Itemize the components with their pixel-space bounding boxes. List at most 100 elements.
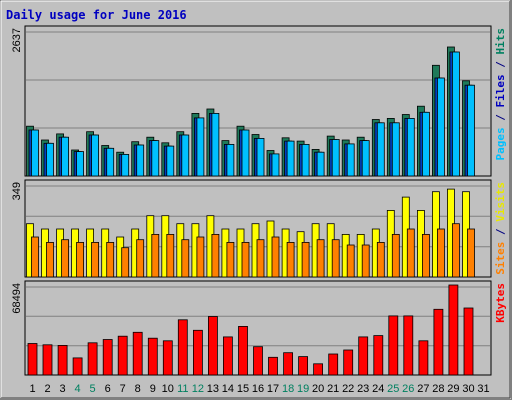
bar-sites-day-20: [316, 239, 325, 278]
bar-pages-day-4: [76, 151, 84, 177]
bar-kbytes-day-6: [102, 339, 113, 376]
bar-kbytes-day-13: [207, 316, 218, 376]
bar-pages-day-20: [316, 151, 325, 177]
bar-kbytes-day-27: [418, 340, 429, 376]
day-label-22: 22: [342, 383, 354, 395]
day-label-16: 16: [252, 383, 264, 395]
bar-kbytes-day-4: [72, 357, 83, 376]
bar-kbytes-day-16: [253, 346, 263, 376]
panel-kbytes: 68494 KBytes: [11, 280, 507, 376]
bar-sites-day-5: [91, 241, 99, 278]
bar-sites-day-13: [211, 233, 220, 278]
bar-kbytes-day-12: [192, 329, 203, 376]
panel-hits-max-tick-label: 2637: [11, 28, 23, 52]
day-label-13: 13: [207, 383, 219, 395]
panel-kbytes-max-tick-label: 68494: [11, 283, 23, 314]
bar-pages-day-3: [61, 136, 69, 177]
bar-kbytes-day-21: [328, 353, 339, 376]
bar-sites-day-28: [436, 228, 445, 278]
bar-pages-day-9: [151, 140, 160, 177]
bar-kbytes-day-25: [388, 315, 399, 376]
bar-kbytes-day-19: [298, 356, 309, 376]
bar-pages-day-30: [467, 84, 475, 177]
bar-kbytes-day-5: [87, 342, 98, 376]
day-label-26: 26: [402, 383, 414, 395]
day-label-5: 5: [90, 383, 96, 395]
day-label-28: 28: [432, 383, 444, 395]
bar-pages-day-10: [166, 145, 175, 177]
day-label-18: 18: [282, 383, 294, 395]
bar-sites-day-14: [226, 241, 235, 278]
x-axis-day-labels: 1 2 3 4 5 6 7 8 9 10 11 12 13 14 15 16 17 18 19 20 21 22 23 24 2…: [29, 383, 489, 395]
chart-title: Daily usage for June 2016: [6, 8, 187, 22]
bar-sites-day-11: [181, 239, 190, 278]
bar-sites-day-2: [46, 241, 54, 278]
day-label-2: 2: [44, 383, 50, 395]
bar-pages-day-8: [136, 144, 145, 177]
day-label-11: 11: [177, 383, 188, 395]
bar-sites-day-19: [301, 241, 310, 278]
bar-sites-day-9: [151, 233, 160, 278]
bar-sites-day-18: [286, 241, 295, 278]
panel-hits-series-label: Pages / Files / Hits: [494, 28, 507, 161]
bar-kbytes-day-15: [238, 325, 248, 376]
day-label-20: 20: [312, 383, 324, 395]
bar-sites-day-1: [31, 236, 39, 278]
bar-kbytes-day-11: [177, 319, 188, 376]
bar-pages-day-5: [91, 134, 99, 177]
bar-pages-day-23: [361, 140, 370, 177]
day-label-6: 6: [105, 383, 111, 395]
day-label-15: 15: [237, 383, 249, 395]
bar-kbytes-day-18: [283, 352, 294, 376]
day-label-12: 12: [192, 383, 204, 395]
bar-sites-day-7: [121, 247, 130, 278]
day-label-27: 27: [417, 383, 429, 395]
bar-kbytes-day-20: [313, 363, 324, 376]
day-label-25: 25: [387, 383, 399, 395]
bar-sites-day-27: [421, 233, 430, 278]
day-label-23: 23: [357, 383, 369, 395]
bar-pages-day-14: [226, 143, 235, 177]
bar-sites-day-25: [391, 233, 400, 278]
bar-kbytes-day-22: [343, 349, 354, 376]
panel-visits: 349 Sites / Visits: [11, 179, 507, 278]
bar-kbytes-day-8: [132, 331, 143, 376]
bar-pages-day-11: [181, 134, 190, 177]
bar-kbytes-day-26: [403, 315, 414, 376]
day-label-4: 4: [75, 383, 81, 395]
bar-sites-day-3: [61, 239, 69, 278]
panel-kbytes-series-label: KBytes: [494, 283, 507, 323]
bar-pages-day-18: [286, 140, 295, 177]
bar-pages-day-24: [376, 122, 385, 177]
day-label-9: 9: [150, 383, 156, 395]
bar-kbytes-day-2: [42, 344, 53, 376]
bar-sites-day-8: [136, 239, 145, 278]
day-label-19: 19: [297, 383, 309, 395]
bar-pages-day-25: [391, 122, 400, 177]
bar-kbytes-day-9: [147, 337, 158, 376]
bar-sites-day-16: [256, 239, 265, 278]
bar-sites-day-30: [467, 228, 475, 278]
bar-pages-day-6: [106, 147, 115, 177]
panel-visits-series-label: Sites / Visits: [494, 182, 507, 275]
bar-sites-day-6: [106, 241, 115, 278]
bar-pages-day-1: [31, 129, 39, 177]
bar-pages-day-27: [421, 111, 430, 177]
bar-pages-day-28: [436, 77, 445, 177]
panel-hits: 2637 Pages / Files / Hits: [11, 25, 507, 177]
bar-sites-day-12: [196, 236, 205, 278]
bar-pages-day-2: [46, 142, 54, 177]
bar-kbytes-day-28: [433, 308, 444, 376]
day-label-10: 10: [162, 383, 174, 395]
bar-pages-day-13: [211, 113, 220, 177]
bar-kbytes-day-3: [57, 344, 68, 376]
bar-pages-day-16: [256, 137, 265, 177]
bar-kbytes-day-10: [162, 340, 173, 376]
bar-pages-day-7: [121, 153, 130, 177]
bar-pages-day-26: [406, 118, 415, 177]
panels: 2637 Pages / Files / Hits 349 Sites / Visit…: [11, 25, 507, 376]
bar-kbytes-day-30: [463, 307, 474, 376]
bar-pages-day-12: [196, 117, 205, 177]
panel-visits-max-tick-label: 349: [11, 182, 23, 200]
bar-sites-day-29: [451, 223, 460, 278]
